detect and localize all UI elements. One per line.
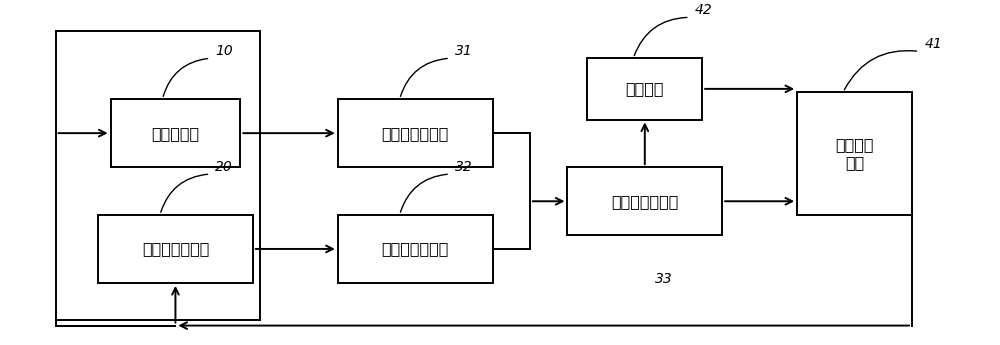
Text: 第一数据处理器: 第一数据处理器 <box>381 126 449 141</box>
Text: 第三数据处理器: 第三数据处理器 <box>611 194 678 209</box>
Text: 警示单元: 警示单元 <box>626 81 664 96</box>
Text: 31: 31 <box>455 44 473 58</box>
Text: 32: 32 <box>455 160 473 174</box>
Bar <box>587 58 702 119</box>
Bar <box>797 92 912 215</box>
Text: 车体控制
单元: 车体控制 单元 <box>835 137 874 170</box>
Bar <box>111 99 240 167</box>
Text: 10: 10 <box>215 44 233 58</box>
Bar <box>338 99 493 167</box>
Text: 42: 42 <box>695 3 712 17</box>
Text: 车体信息采集器: 车体信息采集器 <box>142 241 209 256</box>
Bar <box>98 215 253 283</box>
Text: 20: 20 <box>215 160 233 174</box>
Bar <box>338 215 493 283</box>
Bar <box>567 167 722 235</box>
Text: 第二数据处理器: 第二数据处理器 <box>381 241 449 256</box>
Text: 视觉采集器: 视觉采集器 <box>151 126 200 141</box>
Text: 33: 33 <box>655 272 673 286</box>
Bar <box>56 31 260 321</box>
Text: 41: 41 <box>924 37 942 51</box>
